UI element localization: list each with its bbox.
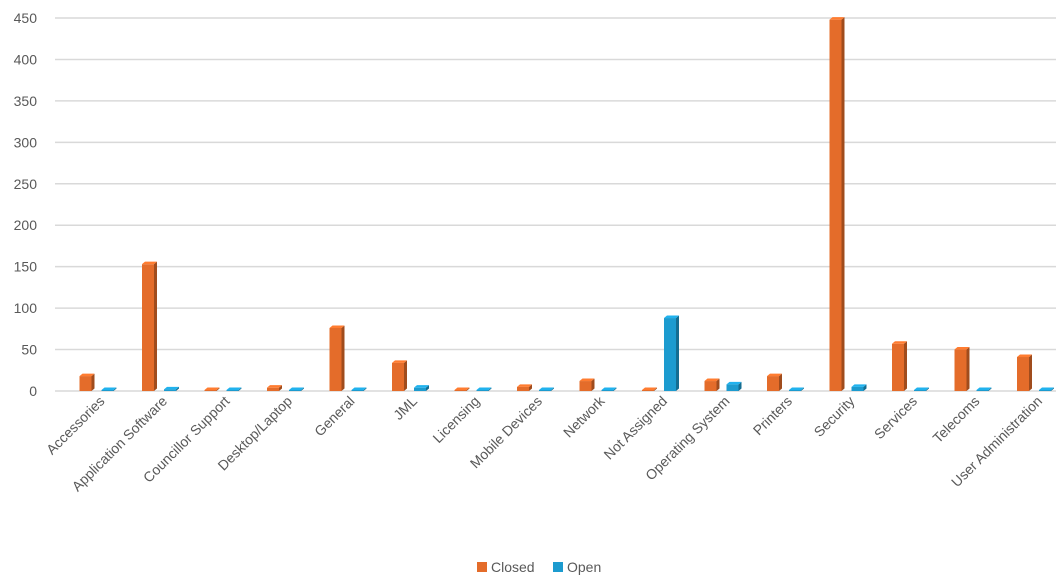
bar-open <box>476 387 492 391</box>
y-tick-label: 150 <box>14 259 38 275</box>
bar-open <box>226 387 242 391</box>
bar-closed <box>204 387 220 391</box>
bar-open <box>539 387 554 391</box>
bar-open <box>914 387 929 391</box>
legend-swatch <box>553 562 563 572</box>
x-tick-label: General <box>311 393 358 440</box>
y-tick-label: 450 <box>14 10 38 26</box>
legend-swatch <box>477 562 487 572</box>
bar-open <box>414 385 429 391</box>
bar-closed <box>642 387 657 391</box>
bar-closed <box>454 387 470 391</box>
bar-open <box>726 381 742 391</box>
y-axis-ticks: 0 50 100 150 200 250 300 350 400 450 <box>14 10 38 399</box>
legend-label: Open <box>567 559 601 575</box>
x-tick-label: JML <box>390 393 420 423</box>
y-tick-label: 100 <box>14 300 38 316</box>
bar-closed <box>892 341 907 391</box>
y-tick-label: 250 <box>14 176 38 192</box>
legend-label: Closed <box>491 559 535 575</box>
legend: Closed Open <box>477 559 601 575</box>
x-tick-label: Licensing <box>429 393 482 446</box>
legend-item-closed: Closed <box>477 559 535 575</box>
bar-open <box>789 387 804 391</box>
y-tick-label: 300 <box>14 134 38 150</box>
bar-open <box>1039 387 1054 391</box>
bar-open <box>351 387 367 391</box>
bar-open <box>664 315 679 391</box>
bar-open <box>101 387 117 391</box>
x-tick-label: Security <box>811 393 858 440</box>
legend-item-open: Open <box>553 559 601 575</box>
bar-closed <box>954 347 970 391</box>
bar-closed <box>517 384 532 391</box>
bar-open <box>976 387 992 391</box>
bar-open <box>164 386 179 391</box>
bar-closed <box>142 261 157 391</box>
x-tick-label: Network <box>560 392 608 440</box>
y-tick-label: 200 <box>14 217 38 233</box>
y-tick-label: 350 <box>14 93 38 109</box>
x-tick-label: Not Assigned <box>600 393 670 463</box>
bar-closed <box>767 373 782 391</box>
bar-closed <box>704 378 720 391</box>
x-tick-label: Telecoms <box>929 393 982 446</box>
x-tick-label: Accessories <box>43 393 108 458</box>
bar-open <box>851 384 867 391</box>
x-tick-label: Services <box>871 393 920 442</box>
bar-closed <box>329 325 345 391</box>
gridlines <box>55 17 1056 392</box>
bars <box>79 17 1054 392</box>
y-tick-label: 400 <box>14 51 38 67</box>
x-tick-label: Printers <box>750 393 795 438</box>
bar-closed <box>1017 354 1032 391</box>
y-tick-label: 50 <box>21 342 37 358</box>
bar-closed <box>579 378 595 391</box>
bar-open <box>289 387 304 391</box>
bar-closed <box>79 373 95 391</box>
bar-closed <box>392 360 407 391</box>
bar-closed <box>267 385 282 391</box>
bar-open <box>601 387 617 391</box>
y-tick-label: 0 <box>29 383 37 399</box>
bar-closed <box>829 17 845 392</box>
